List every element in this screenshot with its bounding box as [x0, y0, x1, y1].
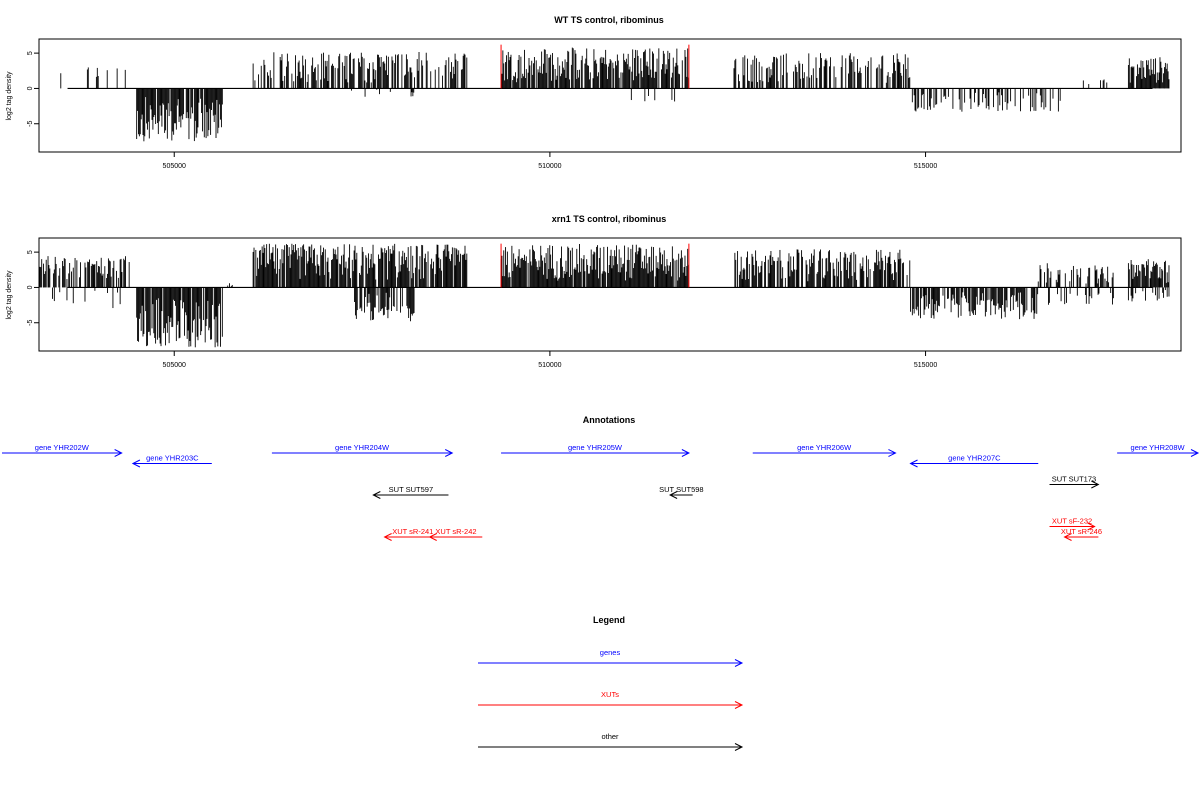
x-tick-label: 510000	[538, 163, 561, 170]
track-panel-xrn1: xrn1 TS control, ribominus log2 tag dens…	[6, 214, 1182, 369]
feature-arrowhead	[372, 491, 381, 499]
legend-item: other	[478, 732, 744, 751]
axis-ticks: -5 0 5 505000 510000 515000	[27, 51, 937, 170]
y-tick-label: -5	[27, 121, 34, 127]
feature-label: gene YHR208W	[1131, 443, 1186, 452]
legend-items: genes XUTs other	[478, 648, 744, 751]
panel-title: xrn1 TS control, ribominus	[552, 214, 667, 224]
feature-arrowhead	[909, 459, 918, 468]
feature-label: XUT sR-242	[435, 527, 476, 536]
x-tick-label: 515000	[914, 163, 937, 170]
plot-frame	[38, 38, 1182, 153]
legend: Legend genes XUTs other	[478, 615, 744, 751]
panel-title: WT TS control, ribominus	[554, 15, 664, 25]
y-axis-label: log2 tag density	[6, 71, 13, 121]
y-tick-label: 5	[27, 250, 34, 254]
legend-label: genes	[600, 648, 621, 657]
feature-label: XUT sR-246	[1061, 527, 1102, 536]
annotation-items: gene YHR202W gene YHR203C gene YHR204W gene…	[2, 443, 1200, 541]
annotation-feature: SUT SUT598	[659, 485, 704, 499]
feature-arrowhead	[445, 449, 454, 457]
annotation-feature: gene YHR206W	[752, 443, 897, 457]
feature-arrowhead	[131, 459, 141, 468]
legend-arrowhead	[734, 701, 744, 709]
y-tick-label: 0	[27, 86, 34, 90]
signal-bars	[38, 243, 1170, 348]
feature-arrowhead	[888, 449, 897, 457]
feature-label: gene YHR202W	[35, 443, 90, 452]
x-tick-label: 515000	[914, 362, 937, 369]
y-tick-label: 5	[27, 51, 34, 55]
x-tick-label: 505000	[163, 163, 186, 170]
feature-label: gene YHR204W	[335, 443, 390, 452]
boundary-markers	[500, 44, 690, 89]
feature-label: SUT SUT598	[659, 485, 703, 494]
legend-label: XUTs	[601, 690, 619, 699]
feature-label: SUT SUT173	[1052, 475, 1096, 484]
x-tick-label: 505000	[163, 362, 186, 369]
legend-item: XUTs	[478, 690, 744, 709]
annotation-feature: gene YHR205W	[501, 443, 691, 457]
annotation-feature: SUT SUT173	[1049, 475, 1100, 489]
feature-arrowhead	[668, 491, 678, 499]
y-axis-label: log2 tag density	[6, 270, 13, 320]
feature-label: XUT sF-232	[1052, 517, 1092, 526]
legend-item: genes	[478, 648, 744, 667]
plot-frame	[38, 237, 1182, 352]
feature-label: gene YHR205W	[568, 443, 623, 452]
signal-bars	[60, 47, 1170, 142]
feature-arrowhead	[1190, 449, 1200, 457]
feature-label: gene YHR203C	[146, 454, 199, 463]
annotation-feature: gene YHR203C	[131, 454, 212, 468]
annotation-feature: XUT sF-232	[1049, 517, 1096, 531]
legend-label: other	[601, 732, 619, 741]
feature-label: gene YHR206W	[797, 443, 852, 452]
legend-title: Legend	[593, 615, 625, 625]
feature-label: SUT SUT597	[389, 485, 433, 494]
annotation-feature: gene YHR208W	[1117, 443, 1200, 457]
x-tick-label: 510000	[538, 362, 561, 369]
annotation-feature: gene YHR202W	[2, 443, 123, 457]
annotation-feature: XUT sR-242	[428, 527, 483, 541]
feature-label: gene YHR207C	[948, 454, 1001, 463]
feature-arrowhead	[1063, 533, 1072, 541]
track-panel-wt: WT TS control, ribominus log2 tag densit…	[6, 15, 1182, 170]
legend-arrowhead	[734, 743, 744, 751]
legend-arrowhead	[734, 659, 744, 667]
feature-label: XUT sR-241	[392, 527, 433, 536]
annotation-feature: SUT SUT597	[372, 485, 449, 499]
annotation-feature: XUT sR-246	[1061, 527, 1102, 541]
feature-arrowhead	[1087, 522, 1096, 531]
annotation-feature: gene YHR204W	[271, 443, 454, 457]
feature-arrowhead	[383, 533, 392, 541]
feature-arrowhead	[114, 449, 123, 457]
feature-arrowhead	[1091, 480, 1100, 489]
boundary-markers	[500, 243, 690, 288]
y-tick-label: 0	[27, 285, 34, 289]
annotations-title: Annotations	[583, 415, 636, 425]
y-tick-label: -5	[27, 320, 34, 326]
axis-ticks: -5 0 5 505000 510000 515000	[27, 250, 937, 369]
feature-arrowhead	[681, 449, 691, 457]
feature-arrowhead	[428, 533, 437, 541]
annotation-feature: gene YHR207C	[909, 454, 1039, 468]
